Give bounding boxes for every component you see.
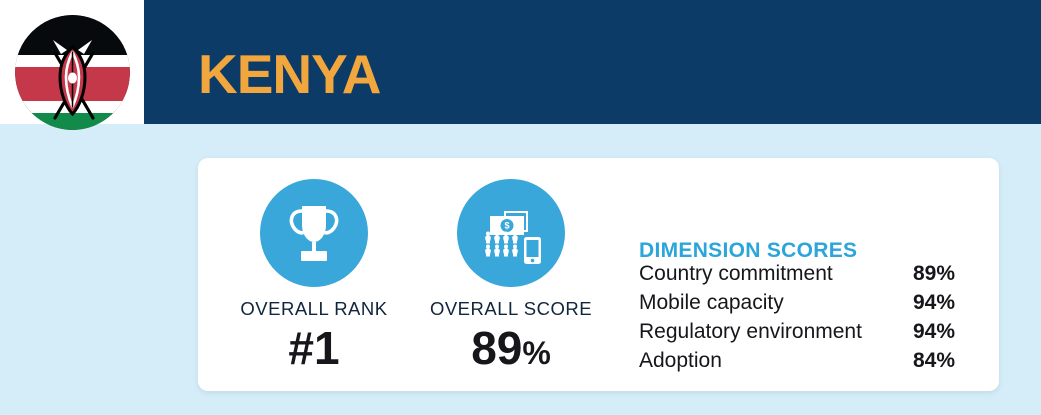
svg-text:$: $ bbox=[504, 221, 509, 231]
